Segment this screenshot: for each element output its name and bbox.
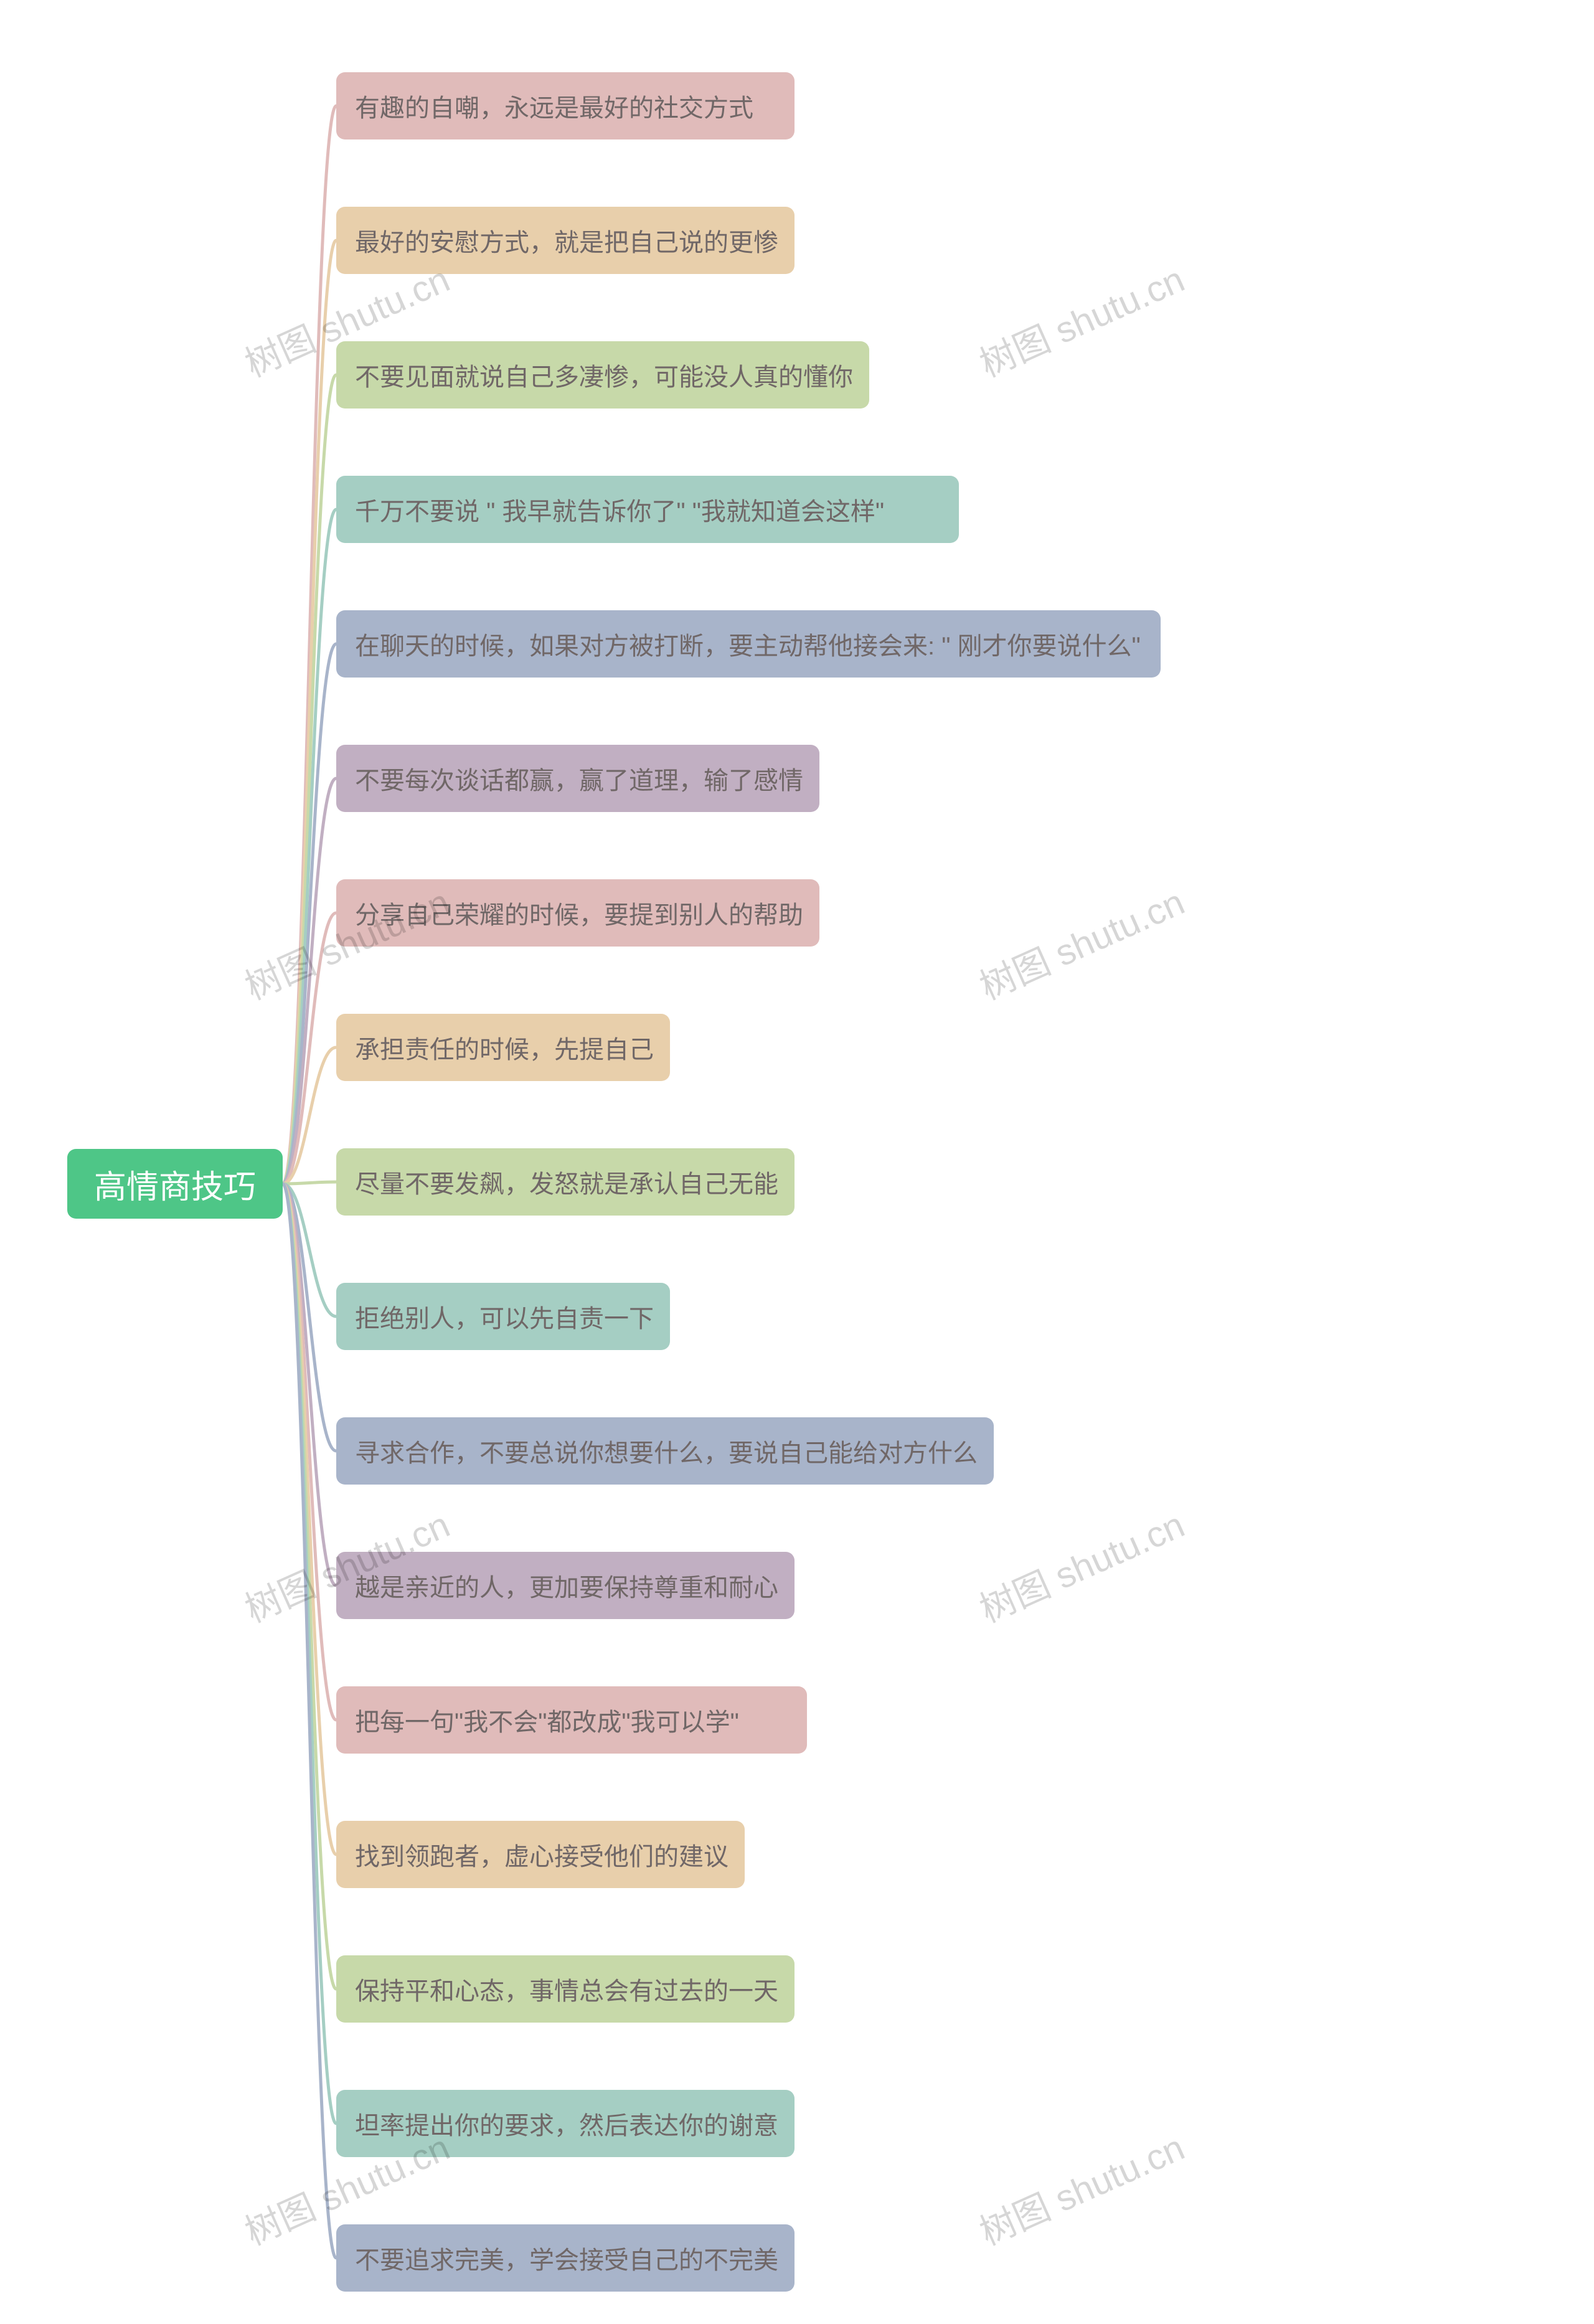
connector — [283, 1184, 336, 2123]
child-node[interactable]: 保持平和心态，事情总会有过去的一天 — [336, 1955, 795, 2023]
child-node[interactable]: 分享自己荣耀的时候，要提到别人的帮助 — [336, 879, 819, 947]
connector — [283, 509, 336, 1184]
child-node-label: 把每一句"我不会"都改成"我可以学" — [355, 1702, 739, 1738]
child-node-label: 不要追求完美，学会接受自己的不完美 — [355, 2240, 778, 2276]
connector — [283, 1184, 336, 1451]
child-node[interactable]: 不要见面就说自己多凄惨，可能没人真的懂你 — [336, 341, 869, 409]
child-node-label: 找到领跑者，虚心接受他们的建议 — [355, 1836, 729, 1873]
child-node[interactable]: 坦率提出你的要求，然后表达你的谢意 — [336, 2090, 795, 2157]
child-node-label: 寻求合作，不要总说你想要什么，要说自己能给对方什么 — [355, 1433, 978, 1469]
child-node[interactable]: 寻求合作，不要总说你想要什么，要说自己能给对方什么 — [336, 1417, 994, 1485]
child-node[interactable]: 把每一句"我不会"都改成"我可以学" — [336, 1686, 807, 1754]
connector — [283, 1184, 336, 1989]
child-node-label: 不要见面就说自己多凄惨，可能没人真的懂你 — [355, 357, 853, 393]
connector — [283, 778, 336, 1184]
child-node-label: 最好的安慰方式，就是把自己说的更惨 — [355, 222, 778, 258]
connector — [283, 1184, 336, 1316]
child-node[interactable]: 最好的安慰方式，就是把自己说的更惨 — [336, 207, 795, 274]
mindmap-stage: 高情商技巧 有趣的自嘲，永远是最好的社交方式最好的安慰方式，就是把自己说的更惨不… — [0, 0, 1594, 2324]
child-node-label: 千万不要说 " 我早就告诉你了" "我就知道会这样" — [355, 491, 884, 527]
root-node[interactable]: 高情商技巧 — [67, 1149, 283, 1219]
watermark: 树图 shutu.cn — [970, 250, 1191, 387]
connector — [283, 106, 336, 1184]
child-node-label: 越是亲近的人，更加要保持尊重和耐心 — [355, 1567, 778, 1604]
child-node-label: 承担责任的时候，先提自己 — [355, 1029, 654, 1065]
child-node-label: 分享自己荣耀的时候，要提到别人的帮助 — [355, 895, 803, 931]
connector — [283, 1047, 336, 1184]
watermark: 树图 shutu.cn — [970, 1496, 1191, 1633]
child-node[interactable]: 在聊天的时候，如果对方被打断，要主动帮他接会来: " 刚才你要说什么" — [336, 610, 1161, 678]
child-node-label: 在聊天的时候，如果对方被打断，要主动帮他接会来: " 刚才你要说什么" — [355, 626, 1141, 662]
connector — [283, 1184, 336, 2258]
child-node-label: 拒绝别人，可以先自责一下 — [355, 1298, 654, 1334]
child-node-label: 不要每次谈话都赢，赢了道理，输了感情 — [355, 760, 803, 796]
child-node[interactable]: 越是亲近的人，更加要保持尊重和耐心 — [336, 1552, 795, 1619]
connector — [283, 1182, 336, 1184]
watermark: 树图 shutu.cn — [970, 2119, 1191, 2256]
child-node[interactable]: 千万不要说 " 我早就告诉你了" "我就知道会这样" — [336, 476, 959, 543]
connector — [283, 375, 336, 1184]
child-node[interactable]: 不要每次谈话都赢，赢了道理，输了感情 — [336, 745, 819, 812]
root-node-label: 高情商技巧 — [94, 1161, 256, 1207]
child-node-label: 坦率提出你的要求，然后表达你的谢意 — [355, 2105, 778, 2142]
connector — [283, 913, 336, 1184]
connector — [283, 240, 336, 1184]
connector — [283, 1184, 336, 1585]
child-node[interactable]: 承担责任的时候，先提自己 — [336, 1014, 670, 1081]
child-node-label: 尽量不要发飙，发怒就是承认自己无能 — [355, 1164, 778, 1200]
child-node[interactable]: 找到领跑者，虚心接受他们的建议 — [336, 1821, 745, 1888]
watermark: 树图 shutu.cn — [970, 873, 1191, 1010]
child-node[interactable]: 不要追求完美，学会接受自己的不完美 — [336, 2224, 795, 2292]
child-node[interactable]: 有趣的自嘲，永远是最好的社交方式 — [336, 72, 795, 139]
connector — [283, 1184, 336, 1854]
child-node-label: 保持平和心态，事情总会有过去的一天 — [355, 1971, 778, 2007]
child-node[interactable]: 拒绝别人，可以先自责一下 — [336, 1283, 670, 1350]
child-node-label: 有趣的自嘲，永远是最好的社交方式 — [355, 88, 753, 124]
connector — [283, 644, 336, 1184]
child-node[interactable]: 尽量不要发飙，发怒就是承认自己无能 — [336, 1148, 795, 1216]
connector — [283, 1184, 336, 1720]
